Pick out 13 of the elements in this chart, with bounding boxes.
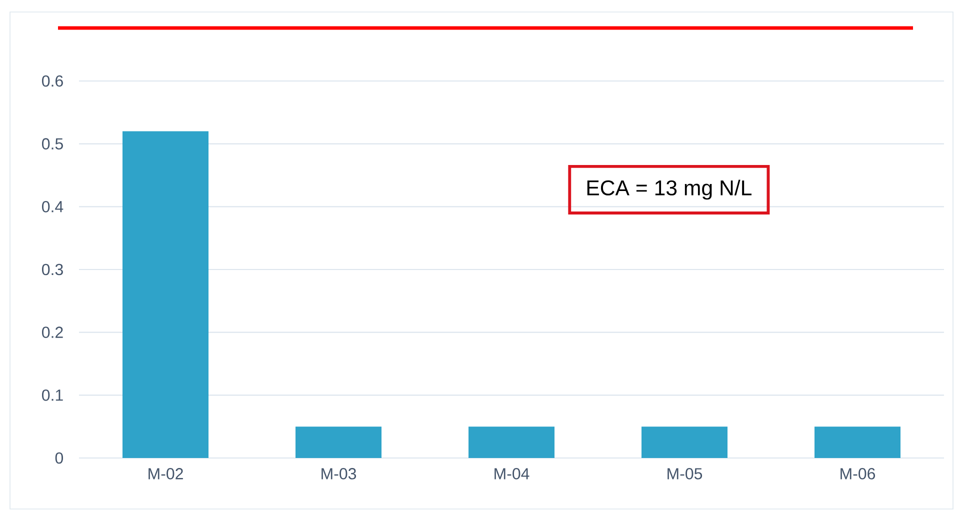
y-tick-label: 0.6 <box>42 75 63 87</box>
x-tick-label: M-05 <box>668 468 702 480</box>
y-tick-label: 0.3 <box>42 264 63 276</box>
x-tick-label: M-03 <box>322 468 356 480</box>
x-tick-label: M-04 <box>494 468 530 480</box>
annotation: ECA = 13 mg N/L <box>587 180 752 200</box>
y-tick-label: 0.1 <box>42 390 63 401</box>
y-tick-label: 0 <box>55 452 64 464</box>
y-tick-label: 0.2 <box>42 326 63 338</box>
x-tick-label: M-02 <box>148 468 183 480</box>
x-tick-label: M-06 <box>840 468 876 480</box>
y-tick-label: 0.5 <box>42 138 63 150</box>
y-tick-label: 0.4 <box>42 201 64 212</box>
